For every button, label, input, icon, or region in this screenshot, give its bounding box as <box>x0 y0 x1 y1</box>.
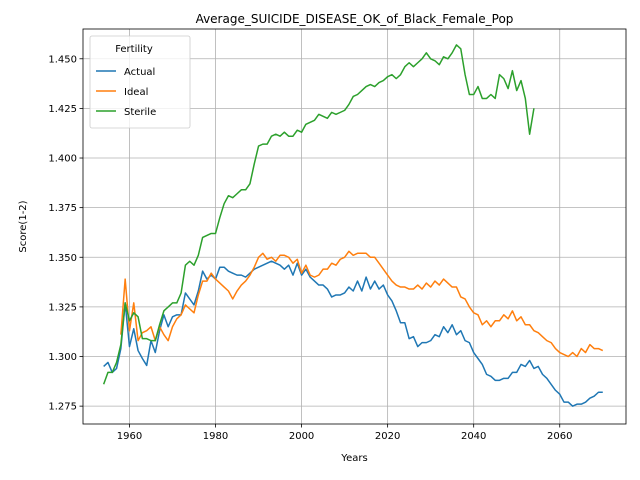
y-tick-label: 1.400 <box>48 154 77 165</box>
series-line-sterile <box>102 44 535 385</box>
y-tick-label: 1.275 <box>48 402 77 413</box>
series-lines <box>102 44 604 407</box>
x-tick-label: 1960 <box>117 431 142 442</box>
y-tick-label: 1.425 <box>48 104 77 115</box>
x-tick-label: 2020 <box>375 431 400 442</box>
grid <box>83 29 626 424</box>
y-tick-label: 1.450 <box>48 54 77 65</box>
series-line-ideal <box>120 250 604 358</box>
y-axis-label: Score(1-2) <box>18 200 29 252</box>
legend-label-actual: Actual <box>124 67 155 78</box>
x-tick-label: 2060 <box>547 431 572 442</box>
legend: Fertility Actual Ideal Sterile <box>89 35 191 129</box>
y-tick-label: 1.350 <box>48 253 77 264</box>
y-tick-label: 1.300 <box>48 352 77 363</box>
legend-label-sterile: Sterile <box>124 107 156 118</box>
plot-frame <box>82 28 627 425</box>
legend-title: Fertility <box>115 44 153 55</box>
legend-entries: Actual Ideal Sterile <box>96 67 156 118</box>
x-tick-label: 2040 <box>461 431 486 442</box>
chart-title: Average_SUICIDE_DISEASE_OK_of_Black_Fema… <box>196 12 514 26</box>
legend-box <box>89 35 191 129</box>
axis-ticks: 1960 1980 2000 2020 2040 2060 1.275 1.300 1.325 1… <box>48 54 572 442</box>
x-tick-label: 2000 <box>289 431 314 442</box>
y-tick-label: 1.375 <box>48 203 77 214</box>
x-tick-label: 1980 <box>203 431 228 442</box>
y-tick-label: 1.325 <box>48 302 77 313</box>
legend-label-ideal: Ideal <box>124 87 148 98</box>
x-axis-label: Years <box>340 453 367 464</box>
series-line-actual <box>103 260 603 407</box>
